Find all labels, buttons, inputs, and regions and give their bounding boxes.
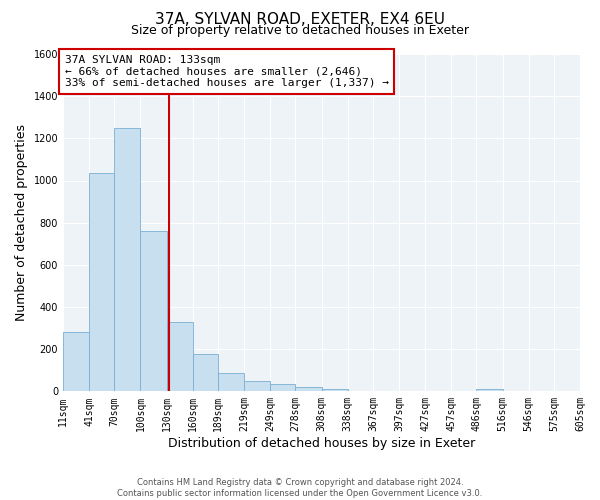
X-axis label: Distribution of detached houses by size in Exeter: Distribution of detached houses by size … (168, 437, 475, 450)
Text: 37A SYLVAN ROAD: 133sqm
← 66% of detached houses are smaller (2,646)
33% of semi: 37A SYLVAN ROAD: 133sqm ← 66% of detache… (65, 55, 389, 88)
Bar (322, 389, 347, 392)
Text: Contains HM Land Registry data © Crown copyright and database right 2024.
Contai: Contains HM Land Registry data © Crown c… (118, 478, 482, 498)
Bar (63, 332, 89, 392)
Bar (140, 231, 167, 392)
Bar (476, 389, 503, 392)
Bar (193, 354, 218, 392)
Bar (89, 173, 115, 392)
Bar (167, 322, 193, 392)
Bar (244, 381, 270, 392)
Bar (218, 374, 244, 392)
Bar (270, 384, 295, 392)
Bar (115, 128, 140, 392)
Text: 37A, SYLVAN ROAD, EXETER, EX4 6EU: 37A, SYLVAN ROAD, EXETER, EX4 6EU (155, 12, 445, 28)
Text: Size of property relative to detached houses in Exeter: Size of property relative to detached ho… (131, 24, 469, 37)
Bar (295, 387, 322, 392)
Y-axis label: Number of detached properties: Number of detached properties (15, 124, 28, 321)
